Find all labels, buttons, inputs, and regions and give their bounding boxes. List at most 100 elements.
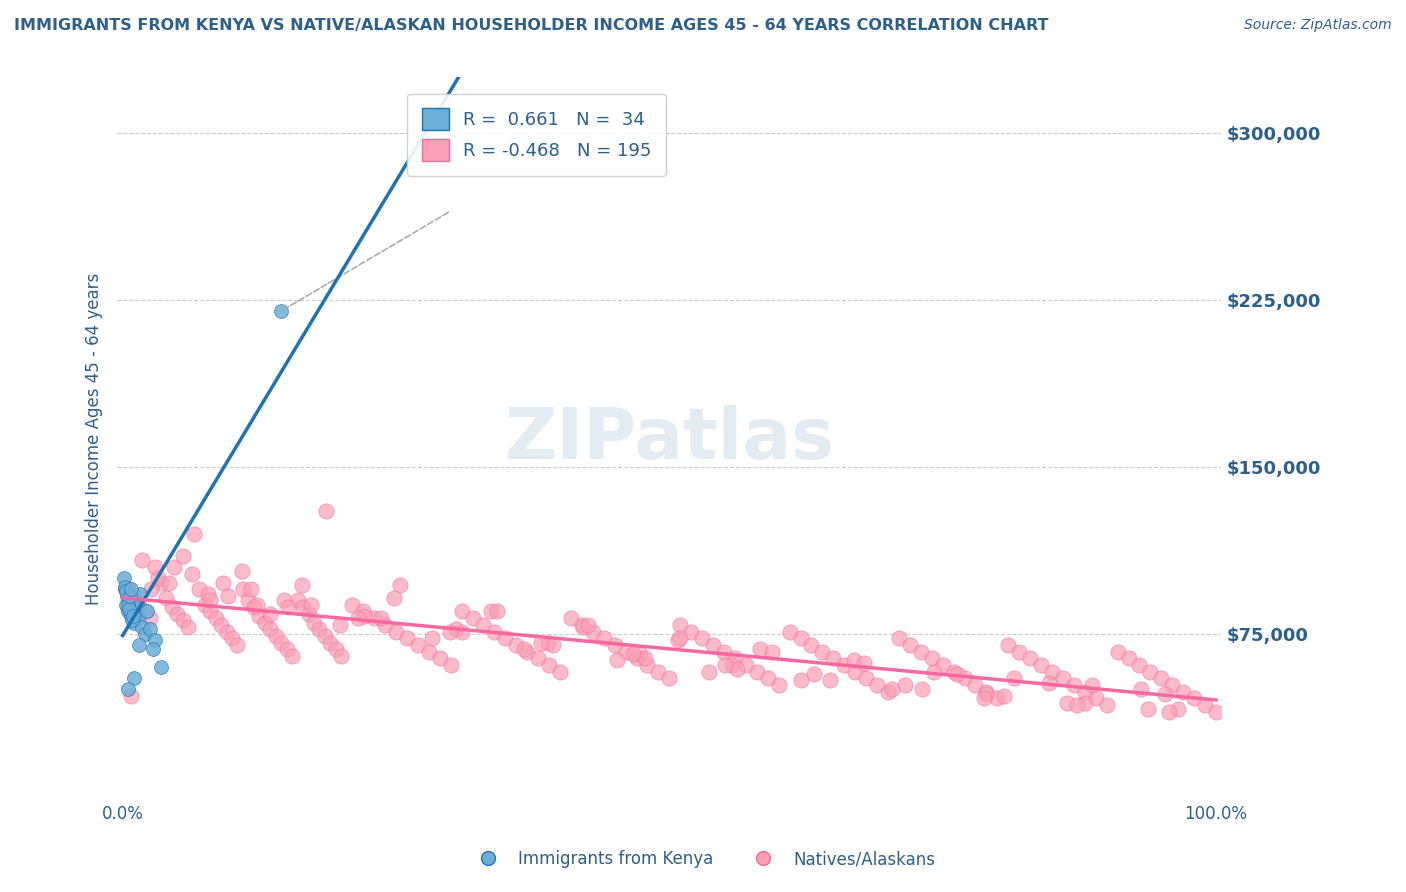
- Point: [232, 582, 254, 597]
- Point: [420, 631, 443, 645]
- Point: [117, 682, 139, 697]
- Point: [1137, 702, 1160, 716]
- Point: [690, 631, 713, 645]
- Point: [560, 611, 582, 625]
- Point: [756, 671, 779, 685]
- Point: [122, 615, 145, 630]
- Point: [844, 665, 866, 679]
- Point: [592, 631, 614, 645]
- Point: [212, 575, 235, 590]
- Point: [1002, 671, 1025, 685]
- Point: [145, 560, 167, 574]
- Point: [582, 624, 605, 639]
- Point: [128, 598, 150, 612]
- Point: [302, 615, 325, 630]
- Point: [385, 624, 408, 639]
- Point: [530, 635, 553, 649]
- Point: [1052, 671, 1074, 685]
- Point: [406, 638, 429, 652]
- Point: [852, 656, 875, 670]
- Point: [606, 653, 628, 667]
- Point: [461, 611, 484, 625]
- Point: [183, 526, 205, 541]
- Point: [513, 642, 536, 657]
- Point: [931, 657, 953, 672]
- Point: [472, 617, 495, 632]
- Point: [139, 611, 162, 625]
- Point: [697, 665, 720, 679]
- Point: [1095, 698, 1118, 712]
- Point: [297, 607, 319, 621]
- Point: [527, 651, 550, 665]
- Point: [986, 691, 1008, 706]
- Point: [134, 605, 156, 619]
- Point: [146, 571, 169, 585]
- Point: [117, 605, 139, 619]
- Point: [180, 566, 202, 581]
- Point: [194, 598, 217, 612]
- Point: [352, 605, 374, 619]
- Point: [1161, 678, 1184, 692]
- Point: [215, 624, 238, 639]
- Point: [188, 582, 211, 597]
- Point: [953, 671, 976, 685]
- Point: [177, 620, 200, 634]
- Text: ZIPatlas: ZIPatlas: [505, 405, 834, 474]
- Point: [246, 598, 269, 612]
- Point: [121, 591, 143, 606]
- Point: [114, 580, 136, 594]
- Point: [666, 633, 689, 648]
- Point: [516, 644, 538, 658]
- Point: [325, 642, 347, 657]
- Point: [264, 629, 287, 643]
- Point: [115, 589, 138, 603]
- Point: [1074, 684, 1097, 698]
- Point: [823, 651, 845, 665]
- Point: [1019, 651, 1042, 665]
- Point: [128, 638, 150, 652]
- Point: [418, 644, 440, 658]
- Point: [911, 682, 934, 697]
- Point: [681, 624, 703, 639]
- Point: [603, 638, 626, 652]
- Point: [479, 605, 502, 619]
- Legend: Immigrants from Kenya, Natives/Alaskans: Immigrants from Kenya, Natives/Alaskans: [464, 844, 942, 875]
- Point: [713, 644, 735, 658]
- Point: [910, 644, 932, 658]
- Point: [314, 629, 336, 643]
- Point: [548, 665, 571, 679]
- Text: Source: ZipAtlas.com: Source: ZipAtlas.com: [1244, 18, 1392, 32]
- Point: [450, 605, 472, 619]
- Point: [444, 622, 467, 636]
- Point: [1038, 675, 1060, 690]
- Point: [330, 648, 353, 663]
- Point: [115, 584, 138, 599]
- Point: [494, 631, 516, 645]
- Point: [395, 631, 418, 645]
- Point: [221, 631, 243, 645]
- Point: [621, 647, 644, 661]
- Point: [157, 575, 180, 590]
- Legend: R =  0.661   N =  34, R = -0.468   N = 195: R = 0.661 N = 34, R = -0.468 N = 195: [408, 94, 666, 176]
- Point: [131, 553, 153, 567]
- Point: [139, 582, 162, 597]
- Point: [789, 631, 811, 645]
- Point: [231, 565, 253, 579]
- Point: [578, 617, 600, 632]
- Point: [1107, 644, 1129, 658]
- Point: [921, 651, 943, 665]
- Point: [145, 633, 167, 648]
- Point: [120, 689, 142, 703]
- Point: [209, 617, 232, 632]
- Point: [253, 615, 276, 630]
- Point: [226, 638, 249, 652]
- Point: [259, 607, 281, 621]
- Point: [131, 620, 153, 634]
- Point: [374, 617, 396, 632]
- Point: [149, 575, 172, 590]
- Point: [1157, 705, 1180, 719]
- Point: [1081, 678, 1104, 692]
- Point: [114, 582, 136, 597]
- Point: [429, 651, 451, 665]
- Point: [714, 657, 737, 672]
